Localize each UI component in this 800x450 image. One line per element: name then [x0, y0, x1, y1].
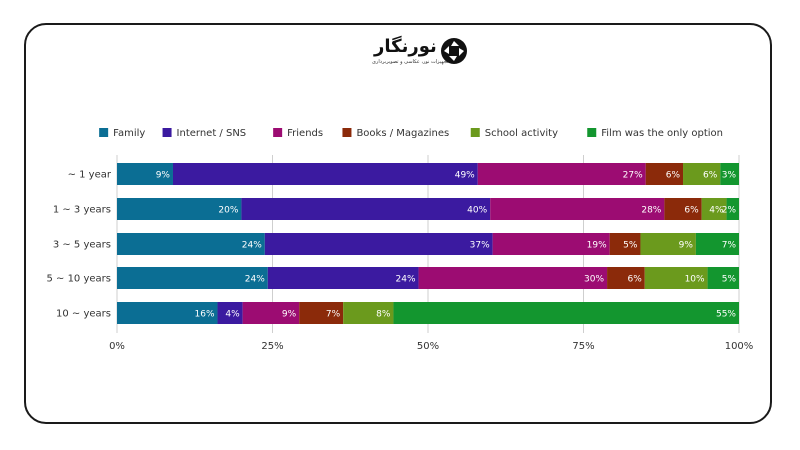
bar-data-label: 6% — [684, 206, 699, 216]
bar-data-label: 19% — [587, 241, 607, 251]
y-category-label: 5 ~ 10 years — [46, 274, 111, 285]
bar-segment — [695, 233, 739, 255]
bar-data-label: 55% — [716, 310, 736, 320]
brand-logo: نورنگار تجهیزات نور، عکاسی و تصویربرداری — [372, 35, 472, 71]
legend-label: Family — [113, 128, 145, 139]
brand-logo-tagline: تجهیزات نور، عکاسی و تصویربرداری — [372, 59, 449, 65]
bar-segment — [701, 198, 727, 220]
bar-segment — [267, 267, 419, 289]
bar-data-label: 6% — [627, 275, 642, 285]
brand-logo-text: نورنگار — [374, 36, 437, 57]
bar-data-label: 7% — [326, 310, 341, 320]
bar-segment — [720, 163, 739, 185]
bar-segment — [172, 163, 478, 185]
bar-data-label: 9% — [679, 241, 694, 251]
bar-data-label: 27% — [623, 171, 643, 181]
bar-segment — [640, 233, 696, 255]
legend-swatch — [587, 128, 597, 137]
bar-segment — [264, 233, 493, 255]
chart-card-frame — [24, 23, 772, 424]
y-category-label: 3 ~ 5 years — [53, 240, 111, 251]
bar-segment — [609, 233, 641, 255]
x-tick-label: 0% — [109, 341, 125, 352]
bar-data-label: 9% — [156, 171, 171, 181]
legend-label: Internet / SNS — [177, 128, 247, 139]
bar-data-label: 28% — [641, 206, 661, 216]
bar-data-label: 20% — [218, 206, 238, 216]
bar-segment — [242, 302, 300, 324]
bar-data-label: 2% — [722, 206, 737, 216]
bar-segment — [607, 267, 645, 289]
bar-segment — [683, 163, 721, 185]
bar-data-label: 4% — [709, 206, 724, 216]
bar-data-label: 6% — [703, 171, 718, 181]
bar-data-label: 49% — [455, 171, 475, 181]
bar-segment — [645, 163, 684, 185]
legend-swatch — [162, 128, 172, 137]
bar-data-label: 3% — [722, 171, 737, 181]
legend-label: School activity — [485, 128, 558, 139]
bar-segment — [117, 302, 218, 324]
bar-data-label: 30% — [584, 275, 604, 285]
bar-segment — [299, 302, 344, 324]
bar-data-label: 6% — [666, 171, 681, 181]
bar-segment — [217, 302, 243, 324]
y-category-label: 10 ~ years — [56, 309, 111, 320]
legend-swatch — [99, 128, 109, 137]
bar-segment — [117, 163, 173, 185]
bar-data-label: 9% — [282, 310, 297, 320]
bar-segment — [664, 198, 702, 220]
bar-data-label: 5% — [722, 275, 737, 285]
x-tick-label: 50% — [417, 341, 439, 352]
bar-segment — [492, 233, 610, 255]
bar-segment — [726, 198, 739, 220]
bar-data-label: 8% — [376, 310, 391, 320]
bar-segment — [241, 198, 491, 220]
x-tick-label: 25% — [261, 341, 283, 352]
bar-data-label: 5% — [623, 241, 638, 251]
y-category-label: 1 ~ 3 years — [53, 205, 111, 216]
bar-segment — [477, 163, 646, 185]
x-tick-label: 75% — [572, 341, 594, 352]
aperture-logo-icon — [441, 38, 467, 64]
y-category-label: ~ 1 year — [68, 170, 112, 181]
bar-data-label: 40% — [467, 206, 487, 216]
legend-label: Film was the only option — [601, 128, 723, 139]
bar-segment — [117, 198, 242, 220]
legend-swatch — [342, 128, 352, 137]
bar-data-label: 4% — [225, 310, 240, 320]
bar-segment — [393, 302, 739, 324]
bar-segment — [644, 267, 708, 289]
bar-data-label: 37% — [470, 241, 490, 251]
bar-data-label: 16% — [195, 310, 215, 320]
bar-segment — [343, 302, 394, 324]
bar-data-label: 10% — [685, 275, 705, 285]
bar-data-label: 24% — [396, 275, 416, 285]
bar-data-label: 24% — [245, 275, 265, 285]
x-tick-label: 100% — [725, 341, 754, 352]
bar-data-label: 7% — [722, 241, 737, 251]
legend-swatch — [470, 128, 480, 137]
bar-data-label: 24% — [242, 241, 262, 251]
bar-segment — [117, 233, 265, 255]
bar-segment — [117, 267, 268, 289]
legend-label: Books / Magazines — [356, 128, 449, 139]
bar-segment — [418, 267, 608, 289]
legend-label: Friends — [287, 128, 323, 139]
bar-segment — [707, 267, 739, 289]
legend-swatch — [273, 128, 283, 137]
bar-segment — [490, 198, 665, 220]
